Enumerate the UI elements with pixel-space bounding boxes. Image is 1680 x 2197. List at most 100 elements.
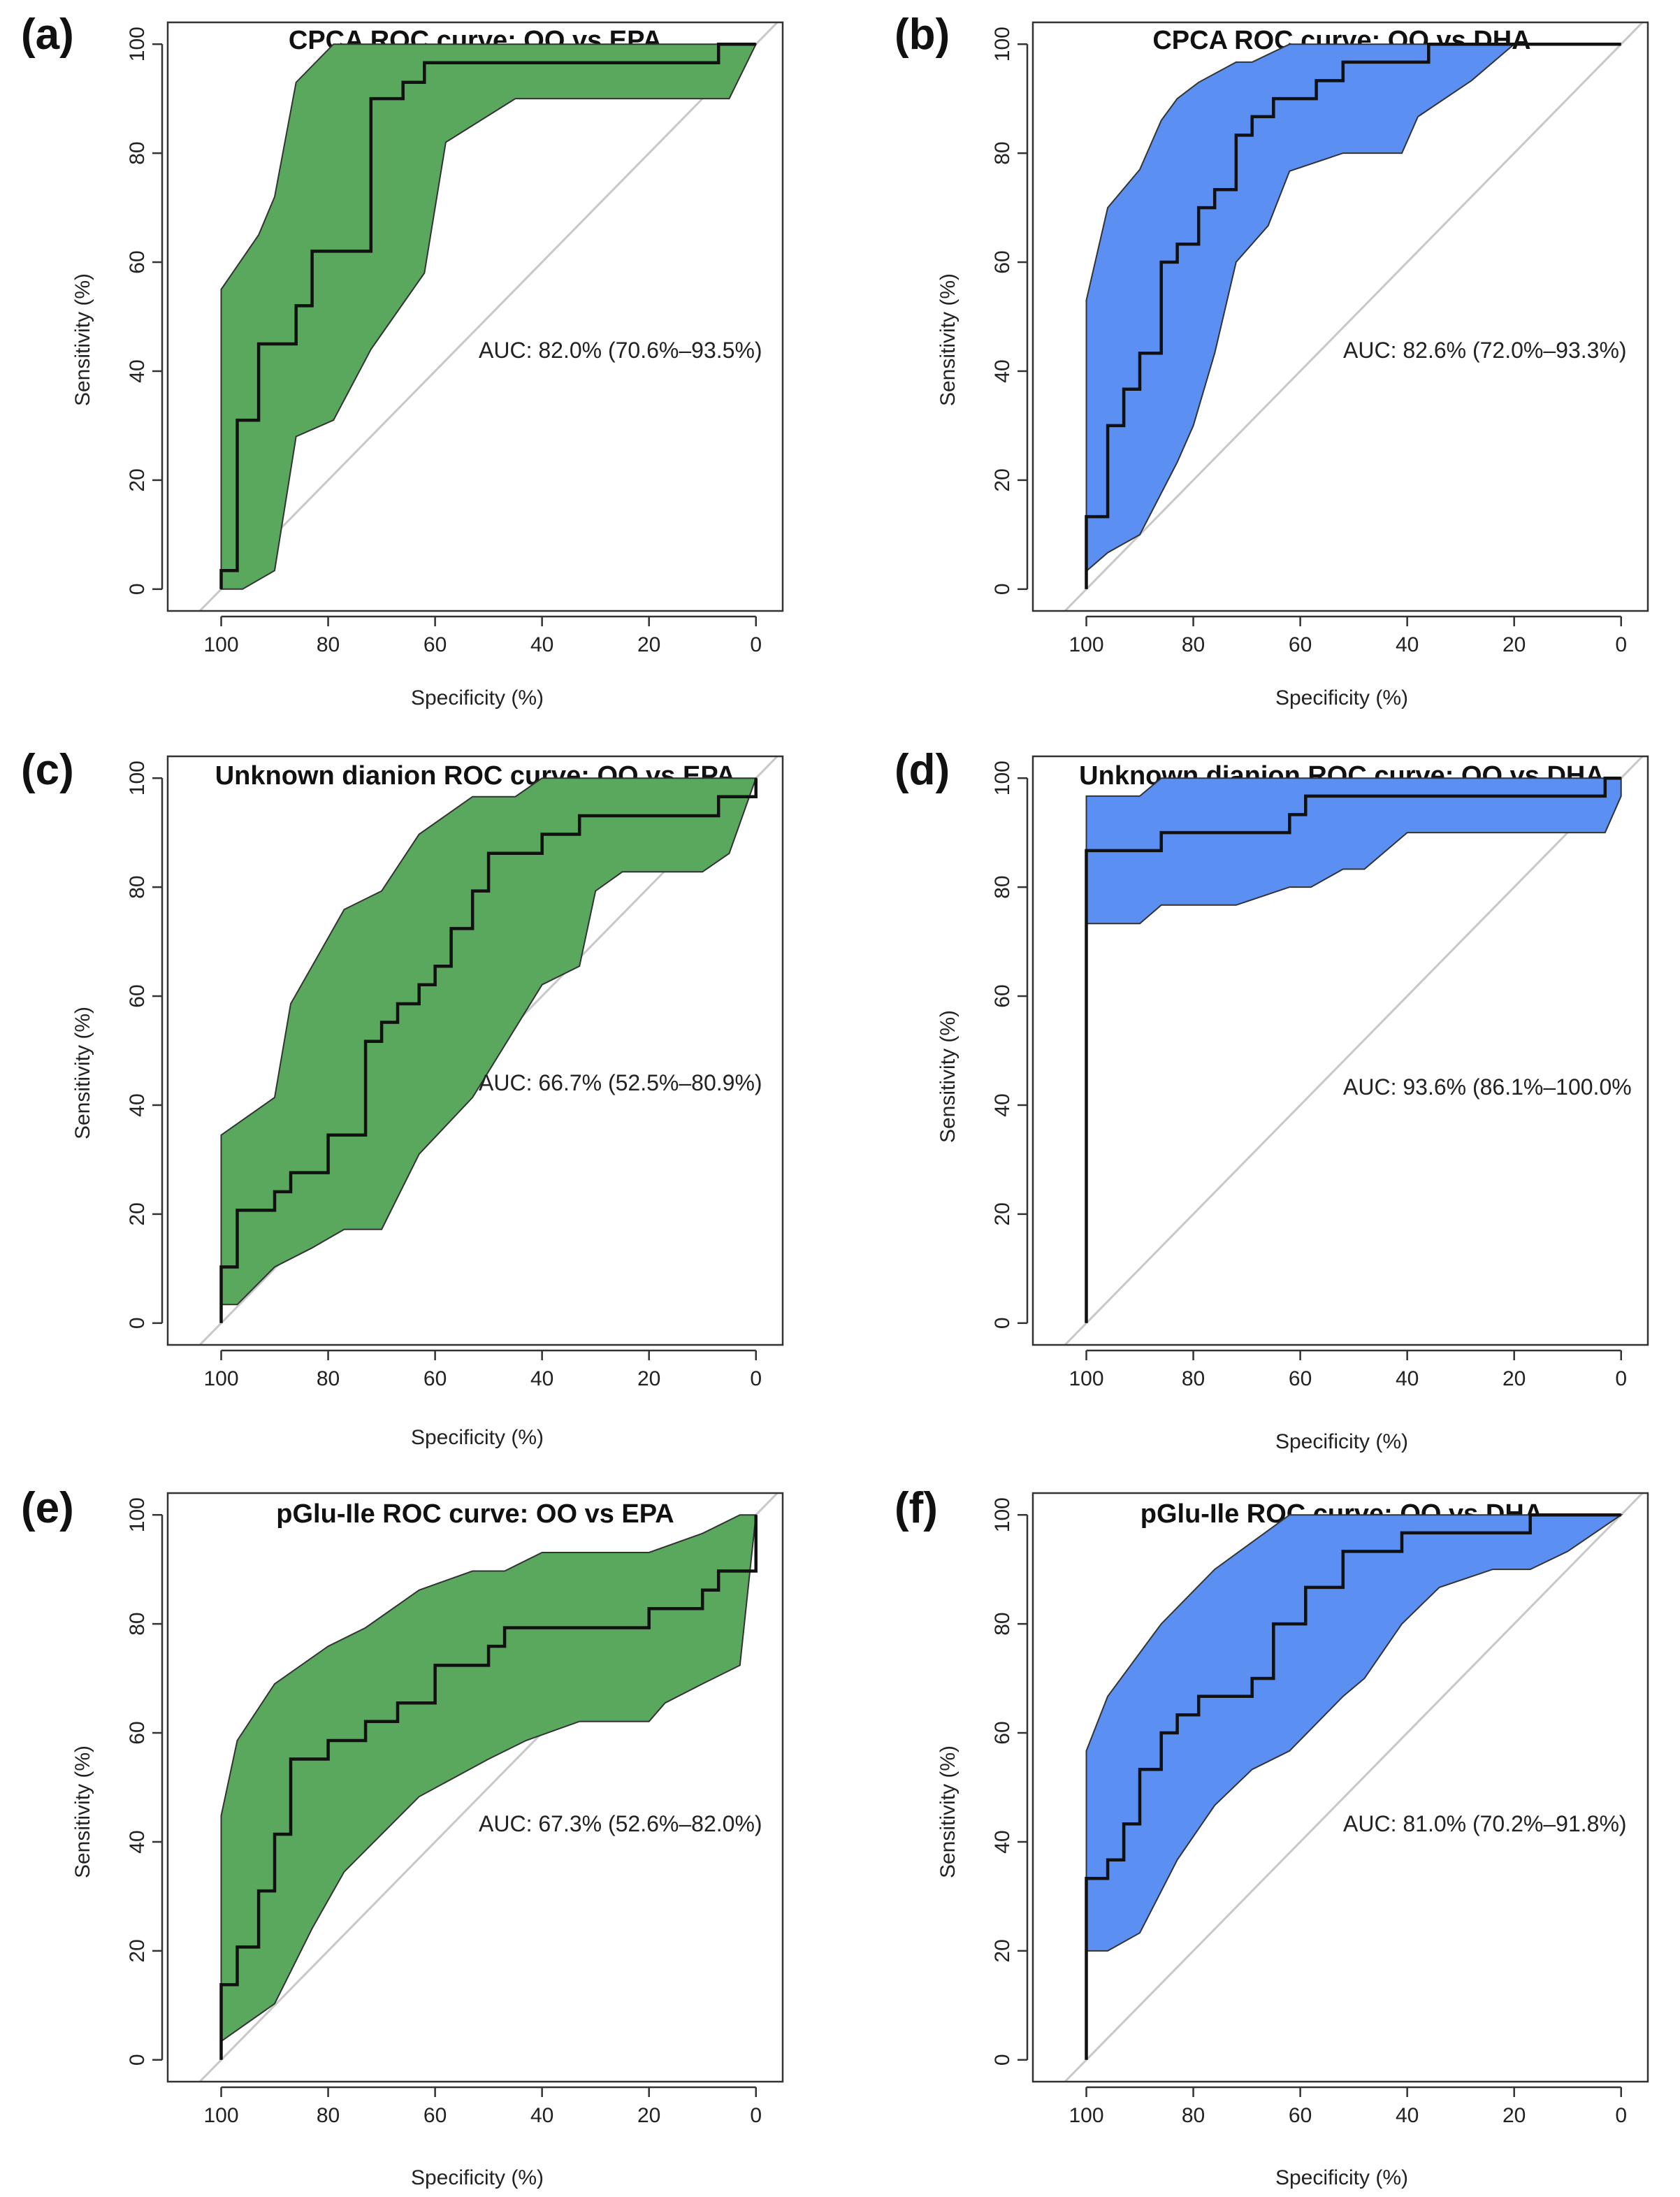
panel-a-x-tick-label: 80 — [317, 633, 340, 656]
panel-b-letter: (b) — [895, 10, 950, 59]
panel-b-y-tick-label: 40 — [991, 359, 1014, 382]
panel-f-y-axis-label: Sensitivity (%) — [936, 1745, 960, 1878]
panel-d: (d) Unknown dianion ROC curve: OO vs DHA… — [895, 746, 1649, 1453]
panel-f-y-tick-label: 80 — [991, 1612, 1014, 1635]
panel-e-x-tick-label: 0 — [750, 2104, 762, 2127]
panel-c-frame — [166, 755, 784, 1346]
panel-e-x-tick-label: 60 — [423, 2104, 447, 2127]
panel-d-plot-inner — [1063, 756, 1644, 1345]
panel-f-x-tick-label: 40 — [1396, 2104, 1419, 2127]
panel-a-y-tick-label: 80 — [126, 141, 149, 164]
panel-e-y-tick-label: 80 — [126, 1612, 149, 1635]
panel-c-x-tick-label: 20 — [637, 1367, 660, 1390]
panel-f-y-tick-label: 20 — [991, 1939, 1014, 1962]
panel-a-plot: 100 80 60 40 20 0 0 20 40 60 80 100 — [126, 21, 784, 656]
panel-c-y-tick-label: 100 — [126, 761, 149, 795]
panel-b-x-tick-label: 60 — [1289, 633, 1312, 656]
panel-a-y-tick-label: 40 — [126, 359, 149, 382]
panel-c-y-tick-label: 20 — [126, 1202, 149, 1225]
panel-b-x-tick-label: 20 — [1502, 633, 1526, 656]
panel-a-letter: (a) — [21, 10, 74, 59]
panel-f-x-axis-label: Specificity (%) — [1275, 2166, 1408, 2189]
panel-f: (f) pGlu-Ile ROC curve: OO vs DHA 100 80 6… — [895, 1484, 1649, 2189]
panel-d-x-tick-label: 60 — [1289, 1367, 1312, 1390]
panel-a-x-tick-label: 60 — [423, 633, 447, 656]
panel-a-x-axis-label: Specificity (%) — [411, 686, 544, 709]
panel-b-auc-label: AUC: 82.6% (72.0%–93.3%) — [1343, 338, 1627, 363]
panel-b-y-tick-label: 0 — [991, 583, 1014, 595]
panel-a-y-tick-label: 20 — [126, 468, 149, 491]
panel-d-x-tick-label: 20 — [1502, 1367, 1526, 1390]
panel-c-roc-curve — [219, 778, 758, 1323]
panel-f-y-tick-label: 100 — [991, 1497, 1014, 1532]
panel-c-y-tick-label: 80 — [126, 875, 149, 898]
panel-f-y-tick-label: 0 — [991, 2054, 1014, 2066]
panel-d-y-tick-label: 20 — [991, 1202, 1014, 1225]
panel-b-roc-curve — [1085, 42, 1621, 589]
panel-a-frame — [166, 21, 784, 612]
panel-b-ci-band — [1085, 43, 1621, 589]
panel-b-plot-inner — [1063, 22, 1644, 611]
panel-a-ci-band — [220, 43, 758, 590]
panel-e-roc-curve — [219, 1515, 758, 2060]
panel-d-x-tick-label: 100 — [1069, 1367, 1103, 1390]
panel-e-x-axis-label: Specificity (%) — [411, 2166, 544, 2189]
panel-c-x-tick-label: 60 — [423, 1367, 447, 1390]
panel-a-x-tick-label: 40 — [530, 633, 553, 656]
panel-d-y-tick-label: 80 — [991, 875, 1014, 898]
panel-f-letter: (f) — [895, 1484, 938, 1532]
panel-d-x-axis-label: Specificity (%) — [1275, 1430, 1408, 1453]
panel-a-plot-inner — [198, 22, 779, 611]
panel-b-y-tick-label: 100 — [991, 27, 1014, 62]
panel-b-x-tick-label: 40 — [1396, 633, 1419, 656]
panel-c-x-tick-label: 80 — [317, 1367, 340, 1390]
panel-e-title: pGlu-Ile ROC curve: OO vs EPA — [276, 1499, 674, 1529]
panel-e-plot: 100 80 60 40 20 0 0 20 40 60 80 100 — [126, 1492, 784, 2127]
panel-f-x-tick-label: 80 — [1182, 2104, 1205, 2127]
panel-f-y-tick-label: 40 — [991, 1830, 1014, 1853]
panel-f-x-tick-label: 60 — [1289, 2104, 1312, 2127]
panel-f-plot-inner — [1063, 1493, 1644, 2082]
panel-d-letter: (d) — [895, 746, 950, 794]
panel-b-frame — [1031, 21, 1649, 612]
panel-d-plot: 100 80 60 40 20 0 0 20 40 60 80 100 — [991, 755, 1649, 1390]
panel-e-x-tick-label: 80 — [317, 2104, 340, 2127]
panel-a-roc-curve — [219, 42, 756, 589]
panel-f-x-tick-label: 20 — [1502, 2104, 1526, 2127]
panel-f-y-tick-label: 60 — [991, 1721, 1014, 1744]
panel-d-frame — [1031, 755, 1649, 1346]
panel-e-plot-inner — [198, 1493, 779, 2082]
panel-f-diagonal-reference — [1063, 1493, 1644, 2082]
panel-e: (e) pGlu-Ile ROC curve: OO vs EPA 100 80 6… — [21, 1484, 784, 2189]
panel-e-auc-label: AUC: 67.3% (52.6%–82.0%) — [479, 1811, 762, 1836]
panel-f-x-tick-label: 100 — [1069, 2104, 1103, 2127]
panel-b: (b) CPCA ROC curve: OO vs DHA 100 80 60 40 2… — [895, 10, 1649, 709]
panel-c: (c) Unknown dianion ROC curve: OO vs EPA… — [21, 746, 784, 1449]
panel-d-y-tick-label: 40 — [991, 1093, 1014, 1116]
panel-c-letter: (c) — [21, 746, 74, 794]
panel-e-x-tick-label: 20 — [637, 2104, 660, 2127]
panel-a-auc-label: AUC: 82.0% (70.6%–93.5%) — [479, 338, 762, 363]
panel-e-y-tick-label: 0 — [126, 2054, 149, 2066]
panel-d-y-tick-label: 100 — [991, 761, 1014, 795]
panel-e-letter: (e) — [21, 1484, 74, 1532]
panel-d-diagonal-reference — [1063, 756, 1644, 1345]
panel-b-x-tick-label: 80 — [1182, 633, 1205, 656]
panel-e-x-tick-label: 100 — [203, 2104, 238, 2127]
panel-f-x-tick-label: 0 — [1615, 2104, 1627, 2127]
panel-c-x-tick-label: 40 — [530, 1367, 553, 1390]
panel-e-ci-band — [220, 1514, 757, 2060]
panel-e-y-tick-label: 40 — [126, 1830, 149, 1853]
panel-e-x-tick-label: 40 — [530, 2104, 553, 2127]
panel-b-diagonal-reference — [1063, 22, 1644, 611]
panel-d-roc-curve — [1085, 776, 1621, 1323]
panel-c-x-axis-label: Specificity (%) — [411, 1426, 544, 1449]
panel-d-y-axis-label: Sensitivity (%) — [936, 1010, 960, 1143]
panel-c-plot: 100 80 60 40 20 0 0 20 40 60 80 100 — [126, 755, 784, 1390]
panel-b-y-tick-label: 20 — [991, 468, 1014, 491]
panel-a-x-tick-label: 100 — [203, 633, 238, 656]
panel-c-ci-band — [220, 777, 758, 1323]
panel-c-auc-label: AUC: 66.7% (52.5%–80.9%) — [479, 1070, 762, 1095]
panel-b-y-tick-label: 60 — [991, 250, 1014, 273]
